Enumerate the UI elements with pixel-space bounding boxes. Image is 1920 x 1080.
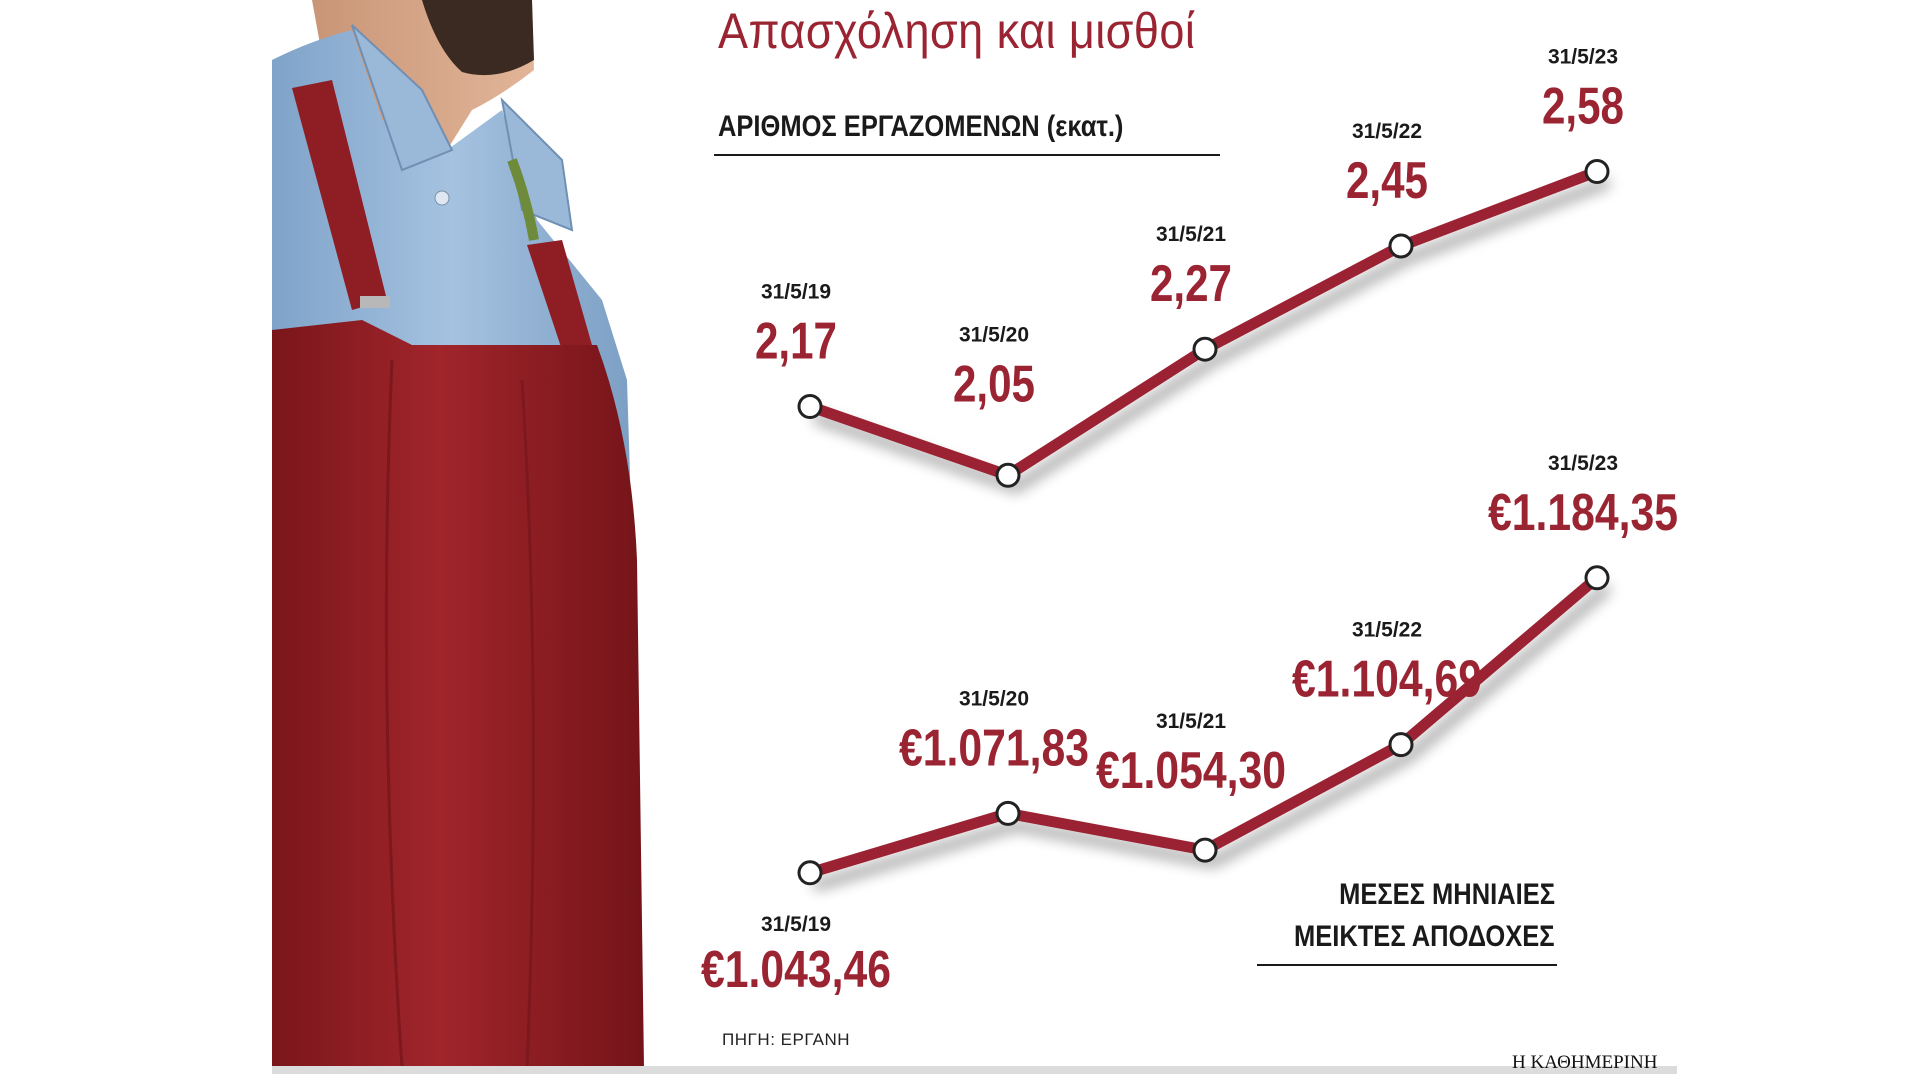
- beard: [422, 0, 534, 76]
- apron-fold: [384, 359, 404, 1068]
- apron-fold-2: [520, 379, 535, 1068]
- salary-point-31-5-23: [1584, 565, 1610, 591]
- salary-x-label: 31/5/23: [1548, 452, 1618, 475]
- strap-buckle: [360, 296, 390, 308]
- employment-x-label: 31/5/20: [959, 323, 1029, 346]
- employment-x-label: 31/5/21: [1156, 223, 1226, 246]
- salary-chart-title-line-1: ΜΕΣΕΣ ΜΗΝΙΑΙΕΣ: [1339, 878, 1555, 911]
- employment-data-label: 2,17: [755, 313, 837, 371]
- salary-x-label: 31/5/19: [761, 913, 831, 936]
- employment-chart-title: ΑΡΙΘΜΟΣ ΕΡΓΑΖΟΜΕΝΩΝ (εκατ.): [718, 110, 1124, 143]
- employment-data-label: 2,45: [1346, 152, 1428, 210]
- inner-collar: [507, 158, 539, 241]
- collar: [351, 24, 454, 172]
- employment-point-31-5-22: [1388, 233, 1414, 259]
- salary-point-31-5-20: [995, 800, 1021, 826]
- apron-photo: [272, 0, 644, 1068]
- employment-title-underline: [714, 154, 1220, 156]
- employment-point-31-5-20: [995, 462, 1021, 488]
- employment-x-label: 31/5/22: [1352, 120, 1422, 143]
- employment-series-line: [804, 166, 1603, 481]
- employment-point-31-5-21: [1192, 336, 1218, 362]
- salary-chart-title-line-2: ΜΕΙΚΤΕΣ ΑΠΟΔΟΧΕΣ: [1294, 920, 1555, 953]
- collar-button: [434, 190, 450, 206]
- employment-data-label: 2,05: [953, 355, 1035, 413]
- employment-point-31-5-23: [1584, 159, 1610, 184]
- apron-strap-right: [527, 240, 592, 350]
- salary-data-label: €1.054,30: [1096, 742, 1286, 800]
- employment-x-label: 31/5/19: [761, 281, 831, 304]
- salary-x-label: 31/5/21: [1156, 710, 1226, 733]
- employment-data-label: 2,27: [1150, 255, 1232, 313]
- salary-data-label: €1.104,69: [1292, 651, 1482, 709]
- source-note: ΠΗΓΗ: ΕΡΓΑΝΗ: [722, 1030, 851, 1049]
- apron-strap-left: [292, 80, 387, 310]
- employment-x-label: 31/5/23: [1548, 45, 1618, 68]
- salary-point-31-5-21: [1192, 837, 1218, 863]
- apron-body: [272, 320, 644, 1068]
- salary-x-label: 31/5/22: [1352, 619, 1422, 642]
- publisher-credit: Η ΚΑΘΗΜΕΡΙΝΗ: [1512, 1052, 1658, 1073]
- salary-title-underline: [1257, 964, 1557, 966]
- employment-point-31-5-19: [797, 394, 823, 419]
- salary-data-label: €1.071,83: [899, 719, 1089, 777]
- salary-x-label: 31/5/20: [959, 687, 1029, 710]
- headline: Απασχόληση και μισθοί: [718, 3, 1196, 59]
- employment-data-label: 2,58: [1542, 77, 1624, 135]
- footer-rule: [272, 1066, 1677, 1074]
- salary-point-31-5-22: [1388, 732, 1414, 758]
- salary-data-label: €1.184,35: [1488, 484, 1678, 542]
- salary-point-31-5-19: [797, 860, 823, 886]
- salary-data-label: €1.043,46: [701, 941, 891, 999]
